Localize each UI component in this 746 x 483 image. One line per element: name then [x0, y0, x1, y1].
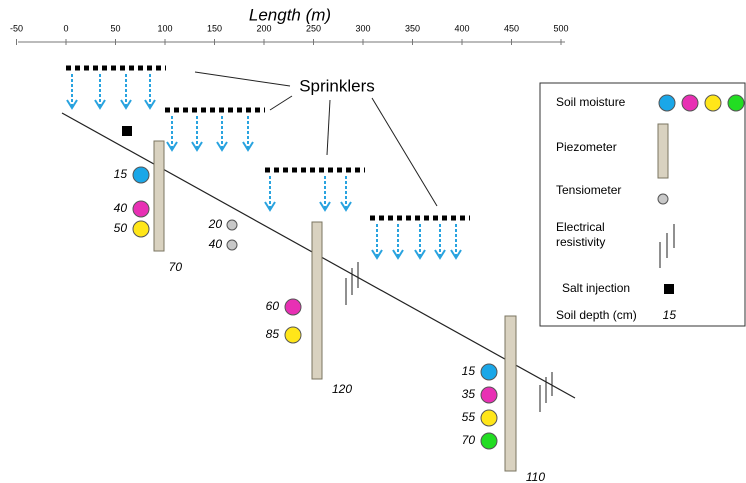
legend-label: Electrical resistivity	[556, 220, 606, 249]
depth-label: 40	[114, 201, 128, 215]
spray-arrow-head	[319, 201, 331, 212]
depth-label: 20	[208, 217, 223, 231]
tick-label: 350	[405, 23, 420, 33]
spray-arrow-head	[216, 141, 228, 152]
piezometer-depth: 120	[332, 382, 352, 396]
tick-label: 500	[553, 23, 568, 33]
depth-label: 70	[462, 433, 476, 447]
spray-arrow-head	[340, 201, 352, 212]
soil-moisture-sensor	[132, 220, 150, 238]
depth-label: 85	[266, 327, 280, 341]
soil-moisture-sensor	[284, 298, 302, 316]
tick-label: 250	[306, 23, 321, 33]
soil-moisture-sensor	[480, 386, 498, 404]
tick-label: 0	[63, 23, 68, 33]
spray-arrow-head	[94, 99, 106, 110]
legend-swatch	[657, 123, 669, 179]
legend-label: Piezometer	[556, 140, 617, 154]
depth-label: 50	[114, 221, 128, 235]
spray-arrow-head	[392, 249, 404, 260]
legend-swatch	[681, 94, 699, 112]
soil-moisture-sensor	[284, 326, 302, 344]
soil-moisture-sensor	[480, 432, 498, 450]
legend-swatch	[664, 284, 674, 294]
spray-arrow-head	[414, 249, 426, 260]
tick-label: 150	[207, 23, 222, 33]
depth-label: 15	[462, 364, 476, 378]
spray-arrow-head	[166, 141, 178, 152]
legend-swatch	[727, 94, 745, 112]
piezometer	[504, 315, 517, 472]
depth-label: 35	[462, 387, 476, 401]
sprinklers-label: Sprinklers	[299, 76, 375, 95]
depth-label: 55	[462, 410, 476, 424]
spray-arrow-head	[191, 141, 203, 152]
salt-injection	[122, 126, 132, 136]
depth-label: 40	[209, 237, 223, 251]
axis-ticks: -50 0 50 100 150 200 250 300 350 400 450 500	[10, 23, 569, 45]
spray-arrow-head	[450, 249, 462, 260]
legend-box	[539, 82, 746, 327]
resistivity	[345, 262, 553, 412]
spray-arrow-head	[144, 99, 156, 110]
legend-label: Soil depth (cm)	[556, 308, 637, 322]
piezometer	[153, 140, 165, 252]
legend-swatch	[658, 94, 676, 112]
tensiometer	[226, 219, 238, 231]
spray-arrow-head	[242, 141, 254, 152]
legend-label: Soil moisture	[556, 95, 626, 109]
legend-swatch	[657, 193, 669, 205]
soil-moisture-sensor	[132, 166, 150, 184]
depth-label: 15	[114, 167, 128, 181]
tick-label: 200	[256, 23, 271, 33]
axis-title: Length (m)	[249, 5, 331, 24]
legend-depth: 15	[663, 308, 677, 322]
spray-arrow-head	[264, 201, 276, 212]
tick-label: 400	[454, 23, 469, 33]
depth-label: 60	[266, 299, 280, 313]
soil-moisture-sensor	[480, 409, 498, 427]
legend-swatch	[659, 224, 675, 268]
sprinklers	[66, 65, 470, 260]
soil-moisture-sensor	[480, 363, 498, 381]
tick-label: 100	[157, 23, 172, 33]
soil-moisture-sensor	[132, 200, 150, 218]
piezometer-depth: 70	[169, 260, 183, 274]
legend-label: Salt injection	[562, 281, 630, 295]
callout-lines	[194, 71, 438, 207]
spray-arrow-head	[120, 99, 132, 110]
spray-arrow-head	[371, 249, 383, 260]
spray-arrow-head	[66, 99, 78, 110]
tick-label: 300	[355, 23, 370, 33]
sensors: 15 40 50 20 40 60 85 15 35 55 70	[114, 166, 498, 450]
tick-label: 50	[110, 23, 120, 33]
piezometer-depth: 110	[526, 470, 545, 483]
tick-label: 450	[504, 23, 519, 33]
legend-item: Electrical resistivity	[556, 220, 606, 249]
tensiometer	[226, 239, 238, 251]
spray-arrow-head	[434, 249, 446, 260]
legend-label: Tensiometer	[556, 183, 621, 197]
piezometer	[311, 221, 323, 380]
legend-swatch	[704, 94, 722, 112]
tick-label: -50	[10, 23, 23, 33]
